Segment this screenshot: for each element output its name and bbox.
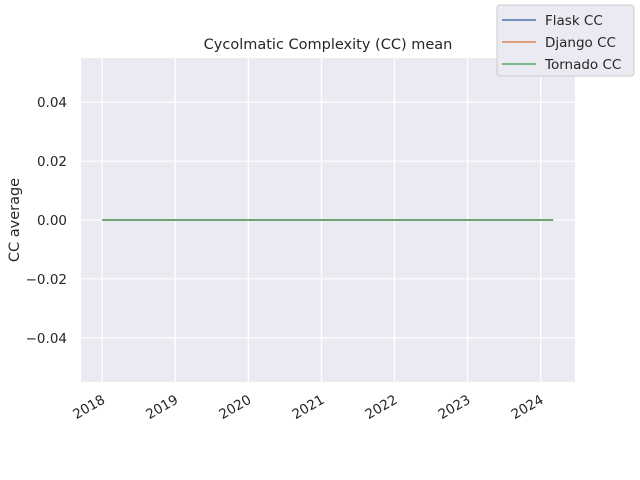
legend: Flask CC Django CC Tornado CC	[496, 4, 635, 77]
y-axis-label: CC average	[7, 178, 23, 262]
y-tick-label: −0.04	[26, 331, 67, 347]
x-tick-label: 2021	[289, 392, 327, 423]
chart-title: Cycolmatic Complexity (CC) mean	[204, 37, 453, 53]
y-tick-label: 0.02	[37, 154, 67, 170]
x-tick-label: 2019	[143, 392, 181, 423]
y-tick-label: 0.04	[37, 95, 67, 111]
x-tick-label: 2023	[436, 392, 474, 423]
x-tick-label: 2018	[70, 392, 108, 423]
legend-label: Flask CC	[545, 13, 603, 29]
y-tick-labels: −0.04 −0.02 0.00 0.02 0.04	[26, 95, 67, 347]
x-tick-labels: 2018 2019 2020 2021 2022 2023 2024	[70, 392, 546, 423]
x-tick-label: 2020	[216, 392, 254, 423]
legend-box	[496, 4, 635, 77]
y-tick-label: −0.02	[26, 272, 67, 288]
x-tick-label: 2024	[509, 392, 547, 423]
legend-label: Django CC	[545, 35, 616, 51]
y-tick-label: 0.00	[37, 213, 67, 229]
x-tick-label: 2022	[363, 392, 401, 423]
legend-label: Tornado CC	[544, 57, 621, 73]
